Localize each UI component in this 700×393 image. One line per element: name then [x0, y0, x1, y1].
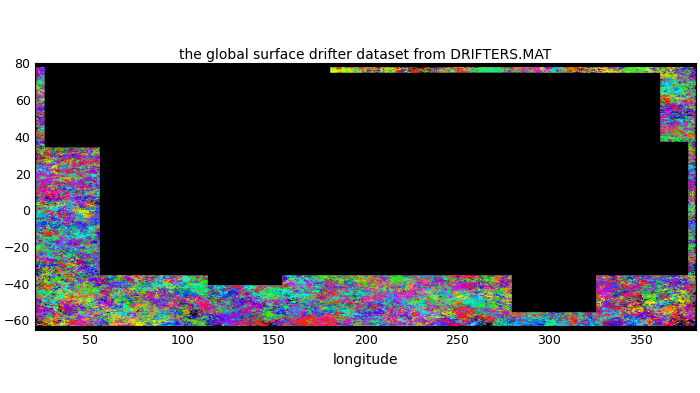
- X-axis label: longitude: longitude: [333, 353, 398, 367]
- Bar: [36, 329, 696, 375]
- Bar: [208, 229, 281, 284]
- Bar: [45, 64, 329, 146]
- Bar: [421, 73, 540, 164]
- Bar: [108, 146, 256, 210]
- Bar: [99, 142, 687, 274]
- Bar: [45, 73, 659, 146]
- Bar: [512, 188, 595, 311]
- Title: the global surface drifter dataset from DRIFTERS.MAT: the global surface drifter dataset from …: [179, 48, 552, 62]
